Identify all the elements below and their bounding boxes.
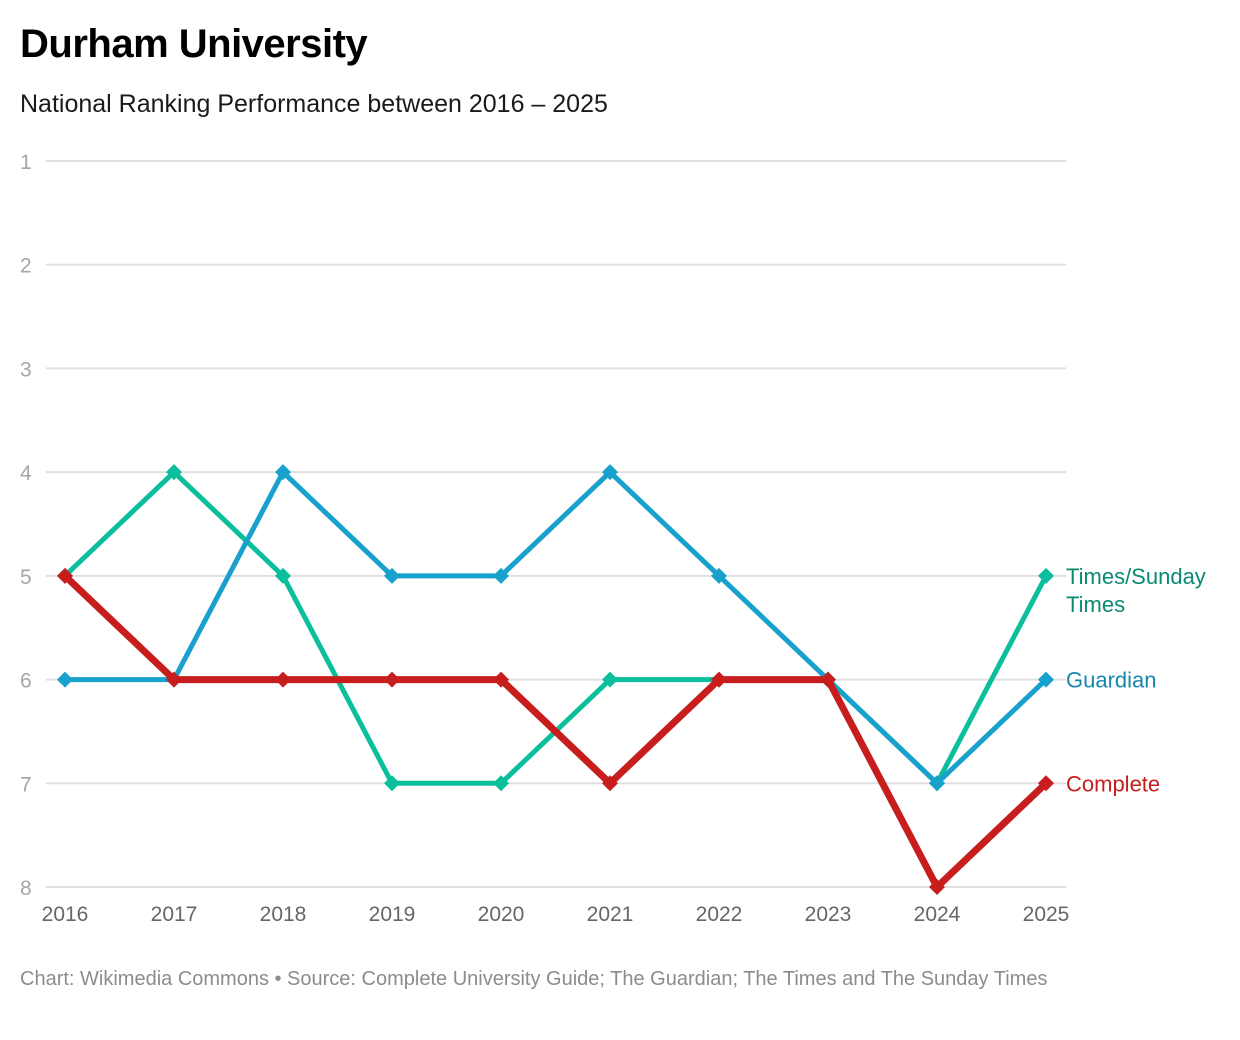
series-line [62, 573, 1049, 893]
x-tick-label: 2023 [805, 903, 852, 926]
data-point-marker [57, 567, 73, 584]
x-tick-label: 2022 [696, 903, 743, 926]
y-tick-label: 2 [20, 255, 32, 278]
x-tick-label: 2020 [478, 903, 525, 926]
data-point-marker [711, 671, 727, 688]
series-line [65, 468, 1048, 787]
data-point-marker [711, 567, 727, 584]
series-lines [57, 464, 1054, 895]
data-point-marker [275, 464, 291, 481]
x-tick-label: 2018 [260, 903, 307, 926]
x-tick-label: 2017 [151, 903, 198, 926]
x-tick-label: 2025 [1023, 903, 1070, 926]
data-point-marker [820, 671, 836, 688]
data-point-marker [493, 567, 509, 584]
series-line [63, 468, 1049, 788]
data-point-marker [275, 567, 291, 584]
y-tick-label: 7 [20, 773, 32, 796]
series-labels: Times/Sunday Times Guardian Complete [1066, 564, 1206, 796]
y-tick-label: 1 [20, 151, 32, 174]
series-complete [57, 567, 1054, 895]
y-tick-label: 5 [20, 566, 32, 589]
chart-subtitle: National Ranking Performance between 201… [20, 90, 608, 118]
data-point-marker [384, 775, 400, 792]
chart-title: Durham University [20, 22, 368, 66]
y-tick-label: 6 [20, 670, 32, 693]
data-point-marker [384, 671, 400, 688]
series-label: Guardian [1066, 668, 1157, 693]
y-tick-label: 8 [20, 877, 32, 900]
series-label: Complete [1066, 771, 1160, 796]
data-point-marker [493, 671, 509, 688]
x-tick-label: 2021 [587, 903, 634, 926]
series-guardian [57, 464, 1054, 792]
x-tick-label: 2024 [914, 903, 961, 926]
data-point-marker [493, 775, 509, 792]
data-point-marker [1038, 671, 1054, 688]
data-point-marker [166, 464, 182, 481]
data-point-marker [166, 671, 182, 688]
series-times-sunday-times [57, 464, 1054, 792]
y-axis-ticks: 1 2 3 4 5 6 7 8 [20, 151, 32, 900]
data-point-marker [929, 879, 945, 895]
data-point-marker [602, 464, 618, 481]
series-label: Times/Sunday Times [1066, 564, 1206, 617]
data-point-marker [602, 775, 618, 792]
x-tick-label: 2016 [42, 903, 89, 926]
y-tick-label: 3 [20, 358, 32, 381]
chart-source-footer: Chart: Wikimedia Commons • Source: Compl… [20, 968, 1048, 990]
data-point-marker [384, 567, 400, 584]
x-axis-ticks: 2016 2017 2018 2019 2020 2021 2022 2023 2024 2025 [42, 903, 1070, 926]
data-point-marker [1038, 567, 1054, 584]
data-point-marker [57, 671, 73, 688]
data-point-marker [275, 671, 291, 688]
y-tick-label: 4 [20, 462, 32, 485]
data-point-marker [602, 671, 618, 688]
data-point-marker [1038, 775, 1054, 792]
x-tick-label: 2019 [369, 903, 416, 926]
data-point-marker [929, 775, 945, 792]
